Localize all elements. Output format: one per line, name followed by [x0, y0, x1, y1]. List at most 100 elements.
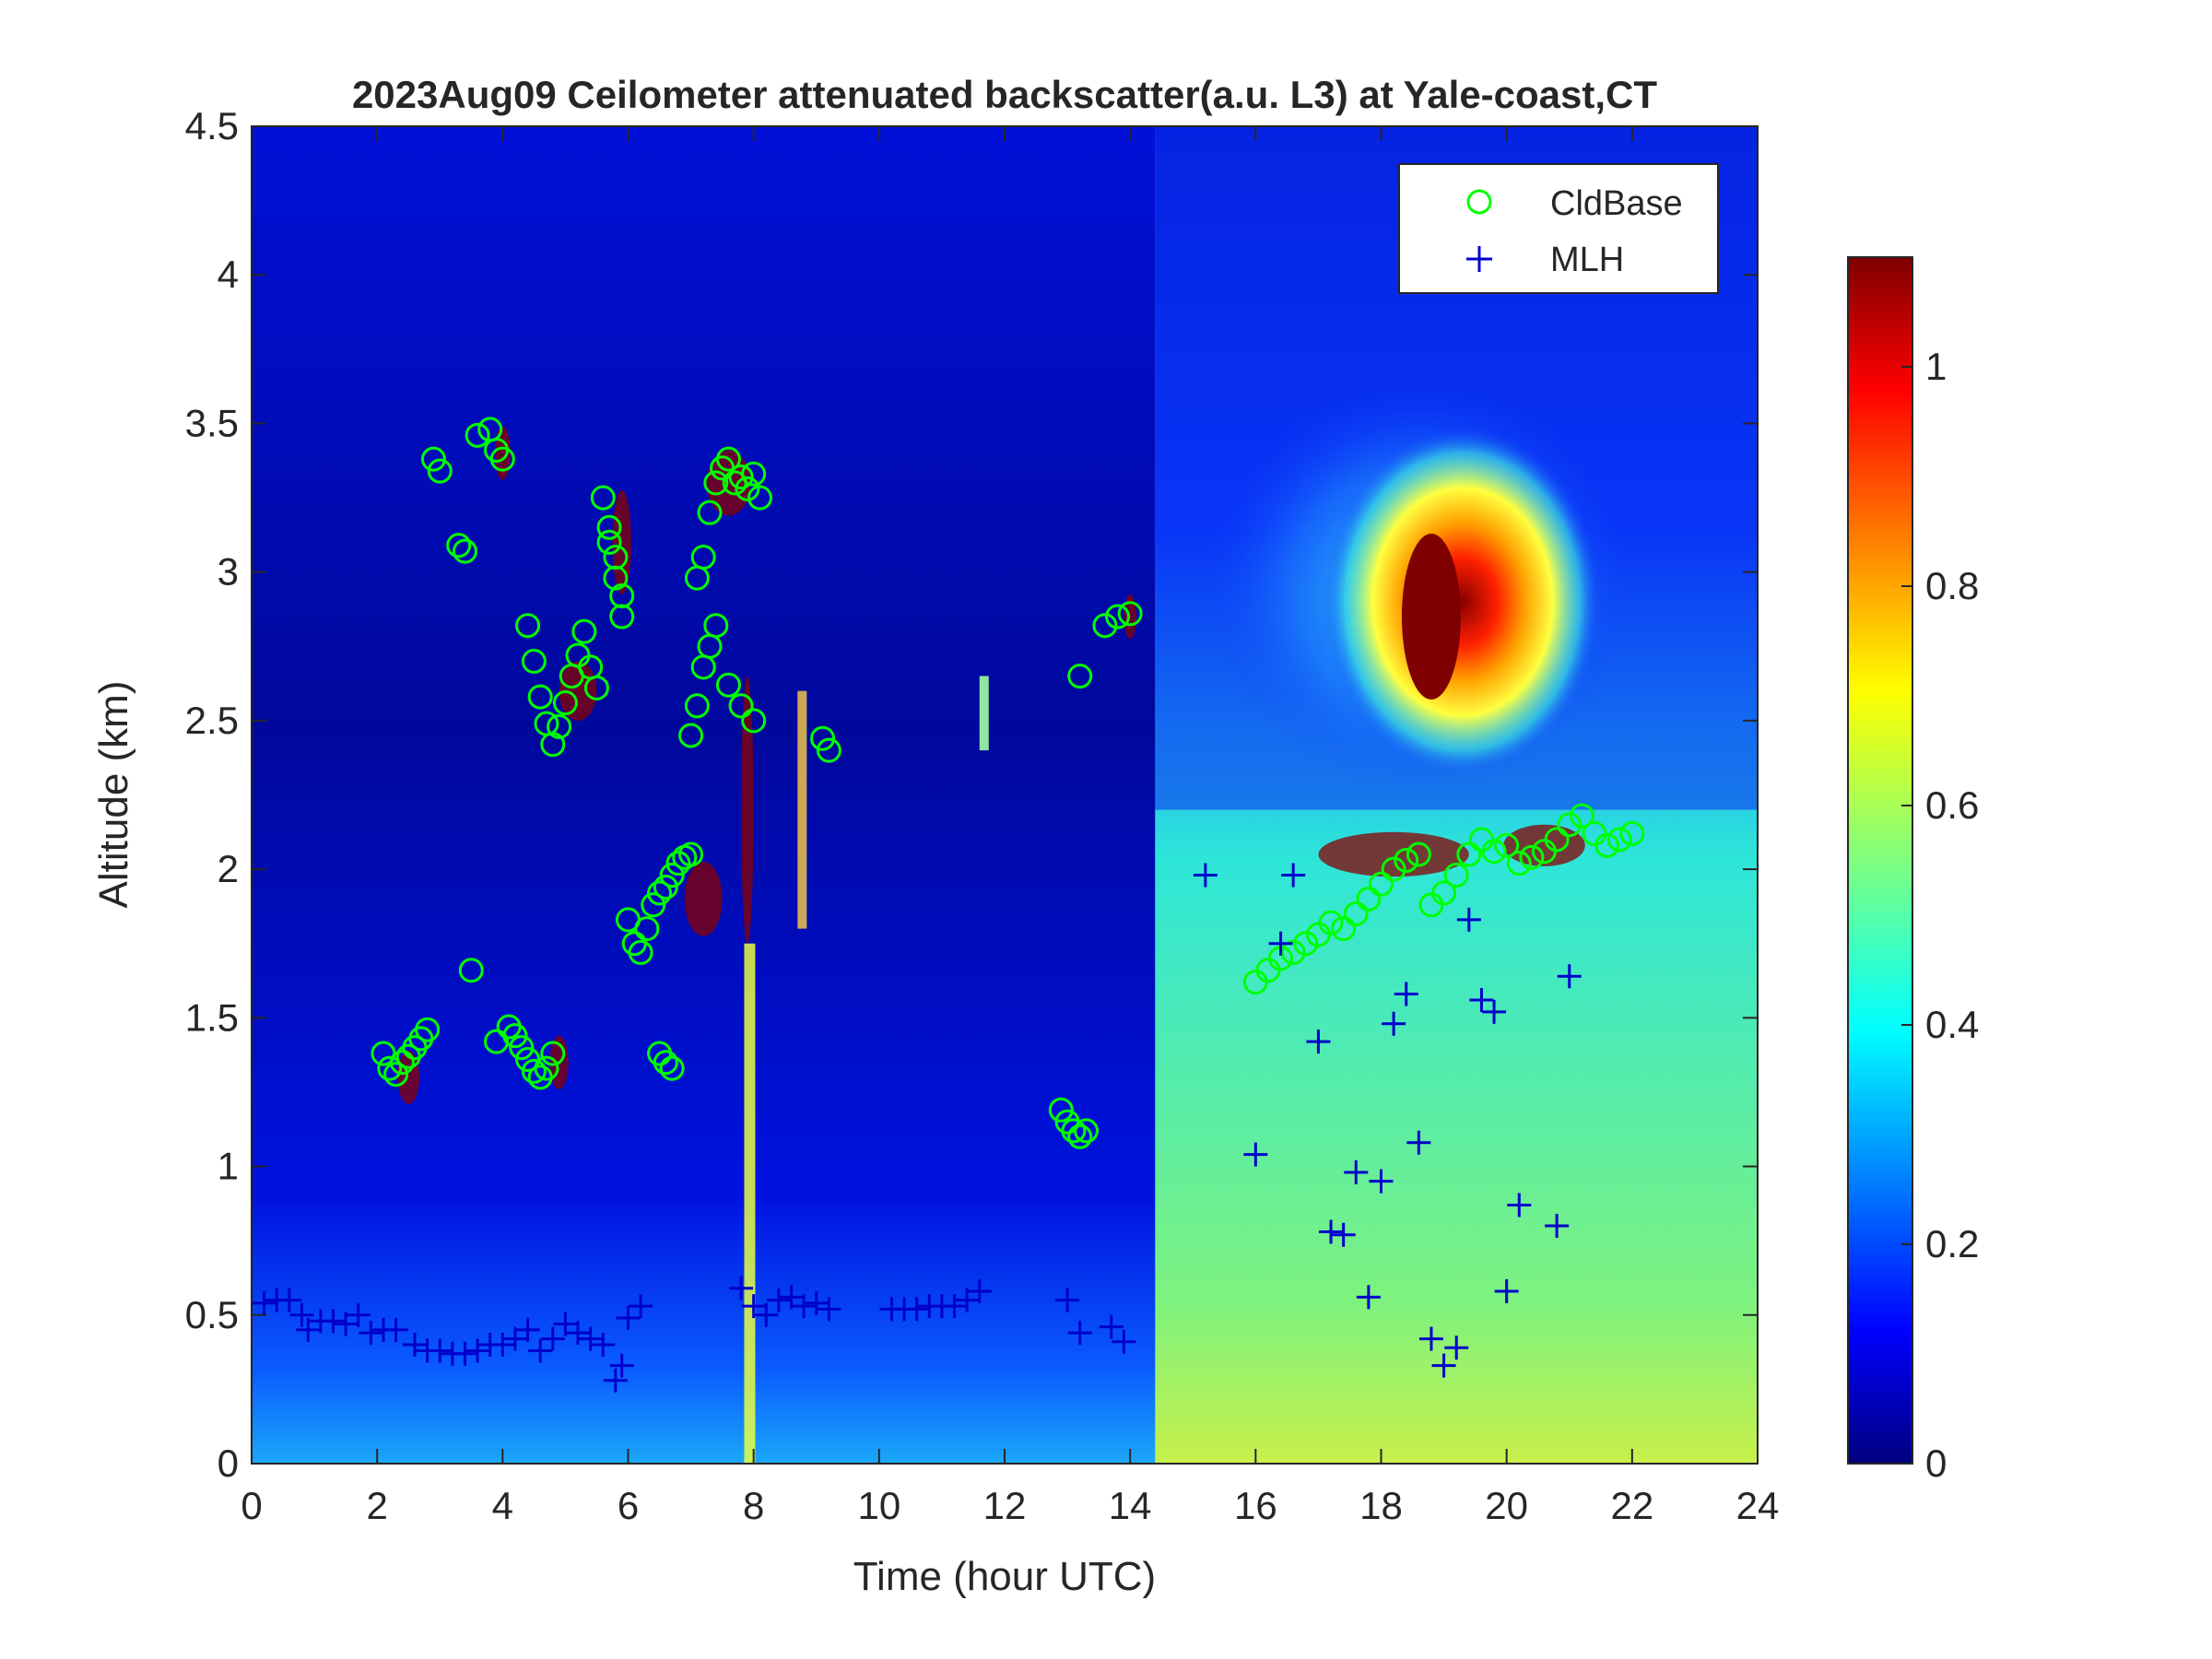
- cldbase-point: [1406, 841, 1431, 867]
- night-background: [252, 126, 1156, 1464]
- mlh-point: [383, 1317, 408, 1342]
- cldbase-point: [527, 684, 553, 710]
- cldbase-point: [653, 1050, 678, 1076]
- cldbase-point: [1456, 841, 1482, 867]
- cldbase-point: [552, 690, 578, 716]
- cldbase-point: [1619, 820, 1645, 846]
- cldbase-point: [715, 446, 741, 472]
- cldbase-point: [583, 675, 609, 700]
- cldbase-point: [377, 1055, 403, 1081]
- mlh-point: [252, 1290, 276, 1315]
- mlh-point: [1382, 1011, 1406, 1036]
- cldbase-point: [1356, 886, 1382, 912]
- cloud-return: [559, 661, 597, 721]
- mlh-point: [1344, 1160, 1369, 1184]
- cldbase-point: [389, 1050, 415, 1076]
- mlh-point: [403, 1333, 428, 1358]
- cldbase-point: [1280, 939, 1306, 965]
- cldbase-point: [1369, 871, 1394, 897]
- cldbase-point: [521, 1058, 547, 1084]
- colorbar-tick-label: 0: [1925, 1441, 1947, 1485]
- elevated-plume: [1324, 426, 1602, 777]
- colorbar: 0 0.2 0.4 0.6 0.8 1: [1847, 256, 1979, 1485]
- cldbase-point: [596, 514, 622, 540]
- x-tick-label: 0: [241, 1484, 262, 1527]
- mlh-point: [1331, 1222, 1356, 1247]
- y-tick-label: 4: [218, 253, 239, 296]
- cldbase-point: [571, 618, 597, 644]
- mlh-point: [1469, 987, 1494, 1012]
- mlh-point: [1243, 1142, 1268, 1167]
- mlh-point: [741, 1294, 766, 1319]
- cldbase-point: [1519, 844, 1545, 870]
- y-tick-label: 1.5: [185, 995, 239, 1039]
- x-tick-label: 12: [983, 1484, 1027, 1527]
- cldbase-point: [452, 538, 477, 564]
- cldbase-point: [458, 958, 484, 983]
- cldbase-point: [678, 723, 704, 748]
- y-tick-label: 4.5: [185, 104, 239, 147]
- cldbase-point: [521, 648, 547, 674]
- cldbase-point: [1074, 1118, 1100, 1144]
- legend-cldbase-label: CldBase: [1550, 184, 1683, 223]
- cldbase-point: [1092, 613, 1118, 639]
- isolated-patch: [979, 676, 989, 751]
- cldbase-point: [427, 458, 453, 484]
- cldbase-point: [741, 461, 767, 487]
- cldbase-point: [697, 500, 723, 525]
- mlh-point: [1482, 999, 1507, 1024]
- mlh-point: [540, 1326, 565, 1351]
- mlh-point: [1319, 1219, 1344, 1244]
- cloud-return: [612, 489, 631, 594]
- cldbase-point: [659, 863, 685, 888]
- cloud-return: [1503, 824, 1585, 866]
- legend: CldBase MLH: [1398, 163, 1719, 294]
- x-tick-label: 14: [1109, 1484, 1152, 1527]
- mlh-point: [566, 1321, 591, 1346]
- y-tick-label: 0.5: [185, 1293, 239, 1336]
- mlh-point: [967, 1278, 992, 1303]
- mlh-point: [453, 1341, 477, 1366]
- cldbase-point: [484, 1029, 510, 1054]
- cldbase-point: [446, 533, 472, 559]
- cldbase-point: [465, 422, 490, 448]
- mlh-point: [553, 1312, 578, 1336]
- cldbase-point: [1061, 1118, 1087, 1144]
- cldbase-point: [489, 446, 515, 472]
- x-axis-label: Time (hour UTC): [853, 1554, 1156, 1599]
- cldbase-point: [810, 725, 836, 751]
- cldbase-point: [1443, 863, 1469, 888]
- cldbase-point: [653, 874, 678, 900]
- cldbase-point: [1067, 664, 1093, 689]
- x-tick-label: 8: [743, 1484, 764, 1527]
- colorbar-tick-label: 1: [1925, 345, 1947, 388]
- mlh-point: [1055, 1288, 1080, 1312]
- mlh-point: [942, 1294, 967, 1319]
- mlh-point: [334, 1312, 359, 1336]
- cldbase-point: [1117, 601, 1143, 627]
- x-tick-label: 20: [1485, 1484, 1528, 1527]
- cldbase-point: [1569, 803, 1594, 829]
- vertical-streak: [797, 690, 807, 929]
- mlh-point: [1112, 1329, 1136, 1354]
- cldbase-point: [735, 476, 760, 501]
- x-tick-label: 10: [857, 1484, 900, 1527]
- mlh-point: [817, 1297, 841, 1322]
- y-tick-label: 2: [218, 847, 239, 890]
- colorbar-tick-label: 0.4: [1925, 1003, 1979, 1046]
- mlh-point: [754, 1302, 779, 1327]
- cldbase-point: [609, 604, 635, 629]
- legend-cldbase-marker: [1466, 189, 1492, 215]
- cldbase-point: [603, 565, 629, 591]
- cldbase-point: [1544, 827, 1570, 853]
- y-tick-label: 3: [218, 550, 239, 594]
- mlh-point: [779, 1285, 804, 1310]
- mlh-point: [1306, 1030, 1331, 1054]
- mlh-point: [792, 1294, 817, 1319]
- cldbase-point: [1067, 1124, 1093, 1149]
- mlh-point: [729, 1276, 754, 1300]
- colorbar-tick-label: 0.6: [1925, 783, 1979, 827]
- plot-axes: 0 2 4 6 8 10 12 14 16 18 20 22 2400.511.522.533.544.…: [185, 104, 1780, 1527]
- mlh-point: [1456, 907, 1481, 932]
